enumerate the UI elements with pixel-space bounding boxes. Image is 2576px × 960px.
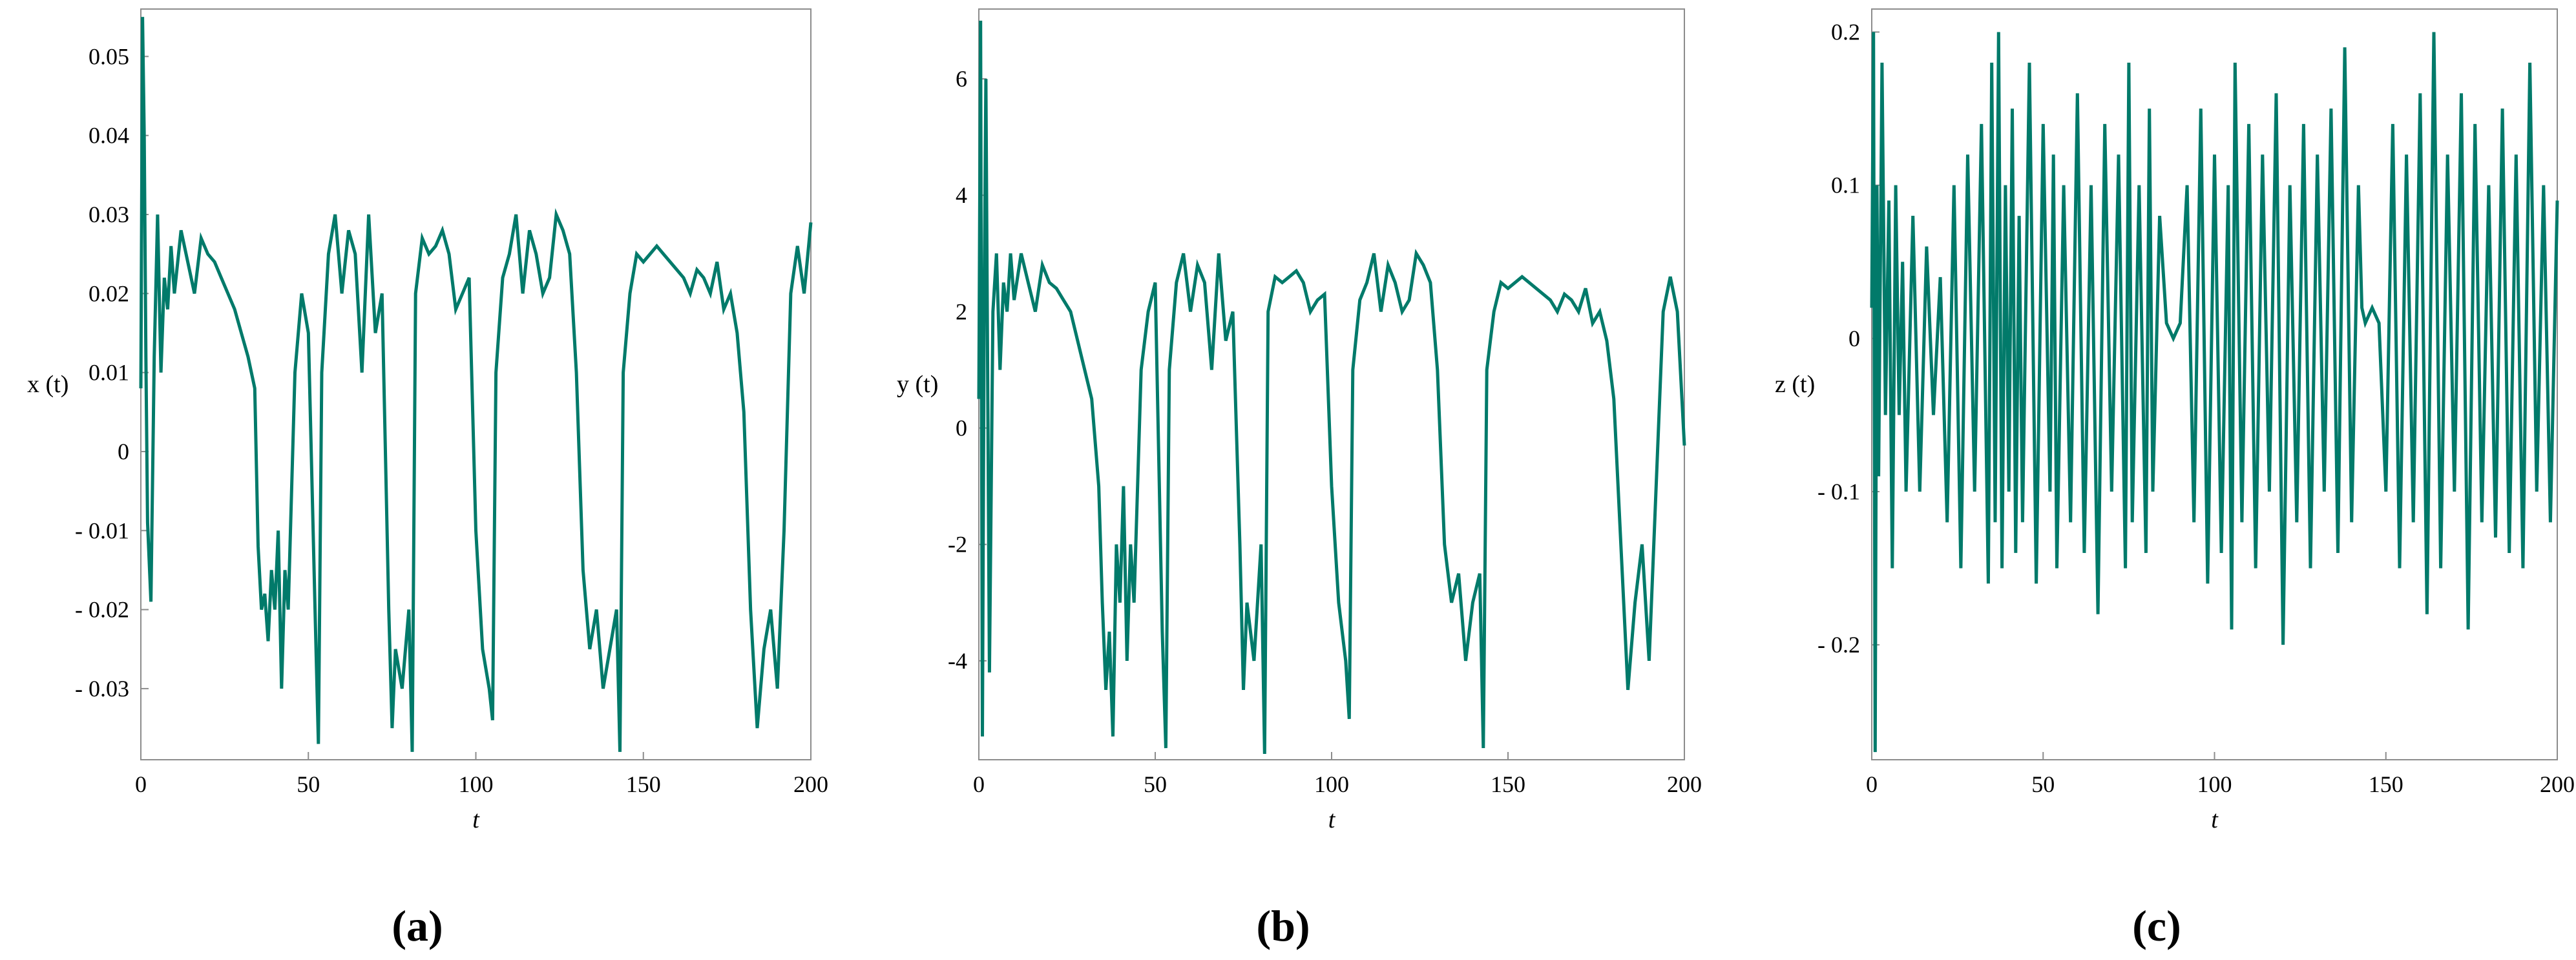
y-tick-label: 0.03 <box>89 202 129 227</box>
x-tick-label: 50 <box>2031 771 2055 797</box>
chart-panel-1: 0 50 100 150 200 0.05 0.04 0.03 0.02 0.01 0 - 0.01 -… <box>27 8 828 950</box>
panel-label: (b) <box>1256 901 1310 950</box>
y-tick-label: 0.01 <box>89 360 129 386</box>
x-tick-label: 0 <box>135 771 147 797</box>
chart-panel-3: 0 50 100 150 200 0.2 0.1 0 - 0.1 - 0.2 z (t) t (c) <box>1775 8 2575 950</box>
plot-frame <box>140 8 812 760</box>
x-tick-label: 150 <box>626 771 661 797</box>
y-tick-label: 2 <box>956 298 967 324</box>
y-tick-label: 0.2 <box>1831 19 1860 45</box>
x-tick-label: 150 <box>1491 771 1525 797</box>
x-tick-label: 50 <box>1144 771 1167 797</box>
y-tick-label: 6 <box>956 66 967 92</box>
x-tick-label: 200 <box>793 771 828 797</box>
y-tick-label: 0 <box>1848 326 1860 351</box>
y-tick-label: - 0.2 <box>1817 632 1860 658</box>
panel-label: (c) <box>2132 901 2181 950</box>
x-tick-label: 150 <box>2369 771 2403 797</box>
x-axis-label: t <box>2211 806 2219 833</box>
chart-panel-2: 0 50 100 150 200 6 4 2 0 -2 -4 y (t) t (b) <box>897 8 1702 950</box>
x-tick-label: 50 <box>297 771 320 797</box>
y-tick-label: 0.02 <box>89 280 129 306</box>
y-axis-label: y (t) <box>897 371 938 398</box>
y-axis-label: x (t) <box>27 371 68 398</box>
panel-label: (a) <box>392 901 443 950</box>
x-tick-label: 100 <box>1314 771 1349 797</box>
series-line-1 <box>1870 32 2559 753</box>
y-tick-label: - 0.03 <box>75 676 129 702</box>
y-tick-label: 4 <box>956 182 967 208</box>
series-line-1 <box>139 17 813 752</box>
y-tick-label: 0.1 <box>1831 172 1860 198</box>
y-tick-label: 0.04 <box>89 123 129 149</box>
x-axis-label: t <box>472 806 480 833</box>
x-tick-label: 0 <box>1866 771 1878 797</box>
y-axis-label: z (t) <box>1775 371 1815 398</box>
x-tick-label: 200 <box>2540 771 2575 797</box>
y-tick-label: - 0.02 <box>75 597 129 623</box>
plot-frame <box>1871 8 2558 760</box>
y-tick-label: 0 <box>118 439 129 464</box>
y-tick-label: 0 <box>956 415 967 441</box>
x-tick-label: 0 <box>973 771 985 797</box>
y-tick-label: - 0.1 <box>1817 479 1860 505</box>
y-tick-label: - 0.01 <box>75 517 129 543</box>
plot-frame <box>978 8 1685 760</box>
x-axis-label: t <box>1328 806 1336 833</box>
x-tick-label: 200 <box>1667 771 1702 797</box>
y-tick-label: -2 <box>948 532 967 558</box>
x-tick-label: 100 <box>2197 771 2232 797</box>
x-tick-label: 100 <box>459 771 494 797</box>
y-tick-label: -4 <box>948 648 967 674</box>
series-line-1 <box>977 20 1686 755</box>
y-tick-label: 0.05 <box>89 43 129 69</box>
